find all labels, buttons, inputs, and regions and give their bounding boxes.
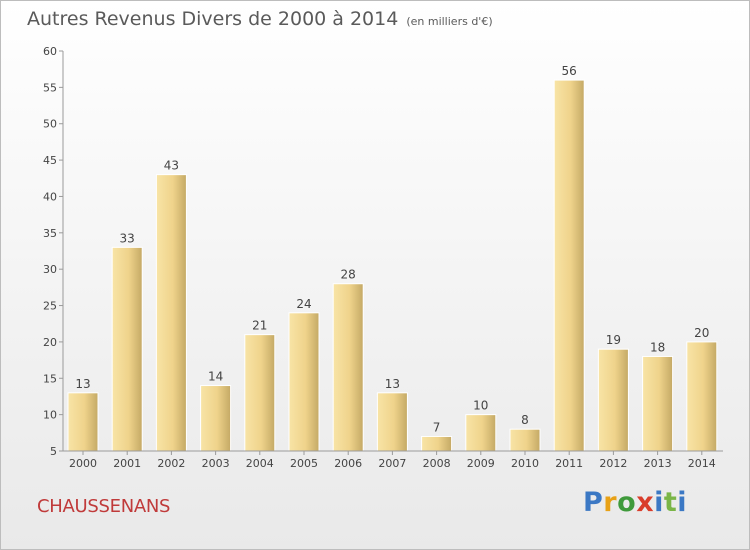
y-tick-label-35: 35 <box>43 227 57 240</box>
y-tick-label-10: 10 <box>43 409 57 422</box>
y-tick-label-20: 20 <box>43 336 57 349</box>
town-name: CHAUSSENANS <box>37 496 171 517</box>
x-tick-label-2007: 2007 <box>378 457 406 470</box>
bar-2009 <box>465 414 497 452</box>
x-tick-label-2008: 2008 <box>423 457 451 470</box>
y-tick-label-45: 45 <box>43 154 57 167</box>
data-label-2008: 7 <box>433 420 441 434</box>
y-tick-label-50: 50 <box>43 118 57 131</box>
bar-2005 <box>288 312 320 452</box>
y-tick-label-5: 5 <box>50 445 57 458</box>
bar-2008 <box>421 435 453 452</box>
x-tick-label-2004: 2004 <box>246 457 274 470</box>
bar-2011 <box>553 79 585 452</box>
bar-2004 <box>244 334 276 452</box>
y-tick-label-60: 60 <box>43 45 57 58</box>
bars-group: 13 33 43 14 21 24 28 13 7 10 8 56 19 18 20 <box>67 64 718 452</box>
data-label-2012: 19 <box>606 333 621 347</box>
data-label-2000: 13 <box>75 377 90 391</box>
x-tick-label-2003: 2003 <box>202 457 230 470</box>
x-tick-label-2005: 2005 <box>290 457 318 470</box>
bar-2000 <box>67 392 99 452</box>
bar-2013 <box>642 355 674 452</box>
bar-2014 <box>686 341 718 452</box>
x-tick-label-2009: 2009 <box>467 457 495 470</box>
data-label-2004: 21 <box>252 319 267 333</box>
data-label-2011: 56 <box>562 64 577 78</box>
y-tick-label-25: 25 <box>43 300 57 313</box>
chart-unit: (en milliers d'€) <box>406 15 493 28</box>
bar-2012 <box>597 348 629 452</box>
bar-2002 <box>155 174 187 452</box>
data-label-2014: 20 <box>694 326 709 340</box>
y-tick-label-40: 40 <box>43 190 57 203</box>
data-label-2009: 10 <box>473 399 488 413</box>
data-label-2007: 13 <box>385 377 400 391</box>
x-tick-label-2012: 2012 <box>599 457 627 470</box>
x-tick-label-2002: 2002 <box>157 457 185 470</box>
data-label-2010: 8 <box>521 413 529 427</box>
x-tick-label-2011: 2011 <box>555 457 583 470</box>
data-label-2003: 14 <box>208 370 223 384</box>
x-tick-label-2014: 2014 <box>688 457 716 470</box>
data-label-2002: 43 <box>164 159 179 173</box>
proxiti-logo[interactable]: Proxiti <box>583 487 688 518</box>
data-label-2005: 24 <box>296 297 311 311</box>
bar-2001 <box>111 246 143 452</box>
x-tick-label-2010: 2010 <box>511 457 539 470</box>
x-tick-label-2001: 2001 <box>113 457 141 470</box>
data-label-2006: 28 <box>341 268 356 282</box>
bar-2007 <box>376 392 408 452</box>
bar-2006 <box>332 283 364 452</box>
y-tick-label-30: 30 <box>43 263 57 276</box>
axes-group: 2000 2001 2002 2003 2004 2005 2006 2007 2008 2009… <box>43 45 723 470</box>
chart-title: Autres Revenus Divers de 2000 à 2014 (en … <box>27 8 493 30</box>
x-tick-label-2000: 2000 <box>69 457 97 470</box>
data-label-2001: 33 <box>120 231 135 245</box>
x-tick-label-2006: 2006 <box>334 457 362 470</box>
bar-2003 <box>200 385 232 452</box>
data-label-2013: 18 <box>650 340 665 354</box>
chart-title-text: Autres Revenus Divers de 2000 à 2014 <box>27 8 399 30</box>
bar-2010 <box>509 428 541 452</box>
x-tick-label-2013: 2013 <box>644 457 672 470</box>
y-tick-label-15: 15 <box>43 372 57 385</box>
y-tick-label-55: 55 <box>43 81 57 94</box>
